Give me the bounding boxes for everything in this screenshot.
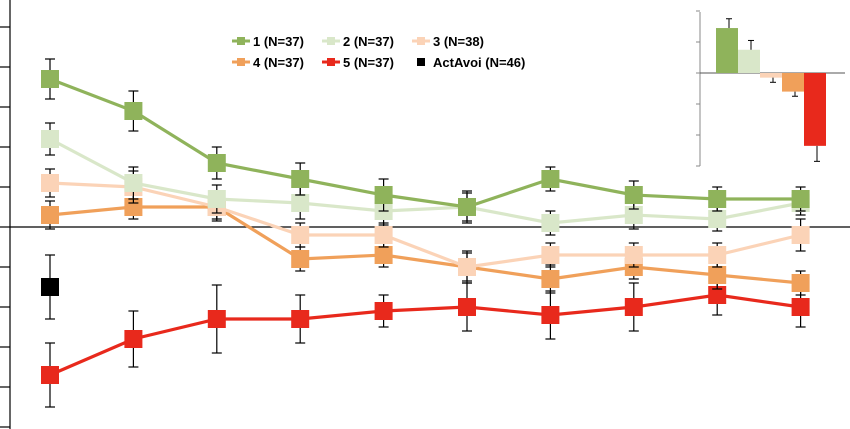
data-point	[791, 226, 810, 244]
inset-bar	[760, 73, 782, 78]
legend-swatch-marker	[237, 58, 245, 66]
legend-item: 4 (N=37)	[232, 55, 304, 70]
inset-bar	[716, 28, 738, 73]
legend-label: 1 (N=37)	[253, 34, 304, 49]
series-line	[49, 77, 801, 209]
data-point	[624, 298, 643, 316]
data-point	[41, 206, 59, 224]
data-point	[708, 286, 727, 304]
data-point	[41, 366, 59, 384]
data-point	[291, 226, 310, 244]
legend-label: 3 (N=38)	[433, 34, 484, 49]
data-point	[541, 306, 560, 324]
data-point	[374, 186, 393, 204]
data-point	[791, 190, 810, 208]
data-point	[624, 246, 643, 264]
data-point	[124, 330, 143, 348]
legend-item: 2 (N=37)	[322, 34, 394, 49]
inset-bar	[804, 73, 826, 146]
data-point	[624, 206, 643, 224]
data-point	[291, 310, 310, 328]
data-point	[207, 190, 226, 208]
legend-swatch-marker	[237, 37, 245, 45]
data-point	[791, 274, 810, 292]
legend-swatch-marker	[417, 58, 425, 66]
data-point	[124, 174, 143, 192]
data-point	[374, 226, 393, 244]
series-line	[49, 137, 801, 225]
series-1	[41, 58, 810, 224]
data-point	[541, 270, 560, 288]
data-point	[708, 266, 727, 284]
series-line	[49, 181, 801, 269]
data-point	[541, 214, 560, 232]
legend-item: 5 (N=37)	[322, 55, 394, 70]
legend-item: ActAvoi (N=46)	[417, 55, 525, 70]
series-layer	[41, 58, 810, 408]
legend-label: 5 (N=37)	[343, 55, 394, 70]
data-point	[458, 198, 476, 216]
data-point	[41, 70, 59, 88]
series-5	[41, 274, 810, 408]
legend-swatch-marker	[417, 37, 425, 45]
data-point	[291, 194, 310, 212]
data-point	[374, 246, 393, 264]
inset-bar	[782, 73, 804, 92]
data-point	[207, 154, 226, 172]
data-point	[791, 298, 810, 316]
legend-label: 4 (N=37)	[253, 55, 304, 70]
series-line	[49, 205, 801, 285]
legend-swatch-marker	[327, 58, 335, 66]
data-point	[41, 130, 59, 148]
series-line	[49, 293, 801, 377]
data-point	[708, 190, 727, 208]
data-point	[708, 210, 727, 228]
legend-swatch-marker	[327, 37, 335, 45]
legend-label: ActAvoi (N=46)	[433, 55, 525, 70]
series-6	[41, 254, 59, 320]
data-point	[458, 258, 476, 276]
data-point	[708, 246, 727, 264]
data-point	[41, 174, 59, 192]
legend: 1 (N=37) 2 (N=37) 3 (N=38) 4 (N=37) 5 (N=37)…	[232, 34, 525, 70]
data-point	[291, 170, 310, 188]
legend-item: 3 (N=38)	[412, 34, 484, 49]
data-point	[207, 310, 226, 328]
series-2	[41, 122, 810, 236]
data-point	[458, 298, 476, 316]
inset-bar	[738, 49, 760, 73]
data-point	[624, 186, 643, 204]
data-point	[374, 302, 393, 320]
data-point	[541, 170, 560, 188]
legend-label: 2 (N=37)	[343, 34, 394, 49]
data-point	[541, 246, 560, 264]
data-point	[124, 102, 143, 120]
data-point	[291, 250, 310, 268]
legend-item: 1 (N=37)	[232, 34, 304, 49]
inset-bar-chart	[696, 10, 845, 167]
series-3	[41, 168, 810, 284]
data-point	[41, 278, 59, 296]
